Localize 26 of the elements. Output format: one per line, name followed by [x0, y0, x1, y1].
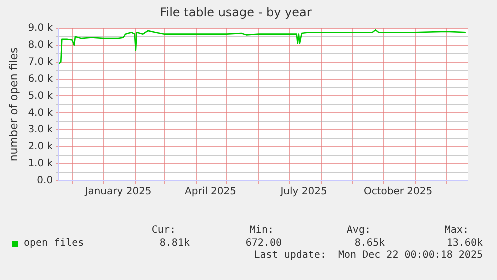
- y-axis-title: number of open files: [7, 47, 20, 162]
- x-tick-label: July 2025: [280, 186, 328, 198]
- y-tick-label: 6.0 k: [28, 74, 54, 85]
- text: Cur:: [152, 225, 176, 236]
- y-tick-label: 7.0 k: [28, 56, 54, 68]
- y-tick-label: 5.0 k: [28, 90, 54, 102]
- x-tick-label: October 2025: [364, 186, 433, 198]
- y-tick-label: 3.0 k: [28, 124, 54, 136]
- text: 13.60k: [446, 238, 483, 249]
- y-tick-label: 4.0 k: [28, 108, 54, 119]
- text: 8.81k: [160, 238, 190, 249]
- y-tick-label: 0.0: [37, 176, 54, 187]
- legend-label: open files: [24, 238, 84, 249]
- y-tick-label: 2.0 k: [28, 142, 54, 153]
- chart-title: File table usage - by year: [160, 5, 312, 20]
- y-tick-label: 9.0 k: [28, 22, 54, 34]
- x-tick-label: April 2025: [185, 186, 236, 198]
- text: Min:: [250, 225, 274, 236]
- y-tick-label: 1.0 k: [28, 158, 54, 170]
- text: Last update: Mon Dec 22 00:00:18 2025: [254, 250, 483, 261]
- text: 672.00: [246, 238, 282, 249]
- text: Avg:: [346, 225, 371, 236]
- y-tick-label: 8.0 k: [28, 40, 54, 51]
- text: Max:: [444, 225, 469, 236]
- x-tick-label: January 2025: [84, 186, 152, 198]
- text: 8.65k: [354, 238, 385, 249]
